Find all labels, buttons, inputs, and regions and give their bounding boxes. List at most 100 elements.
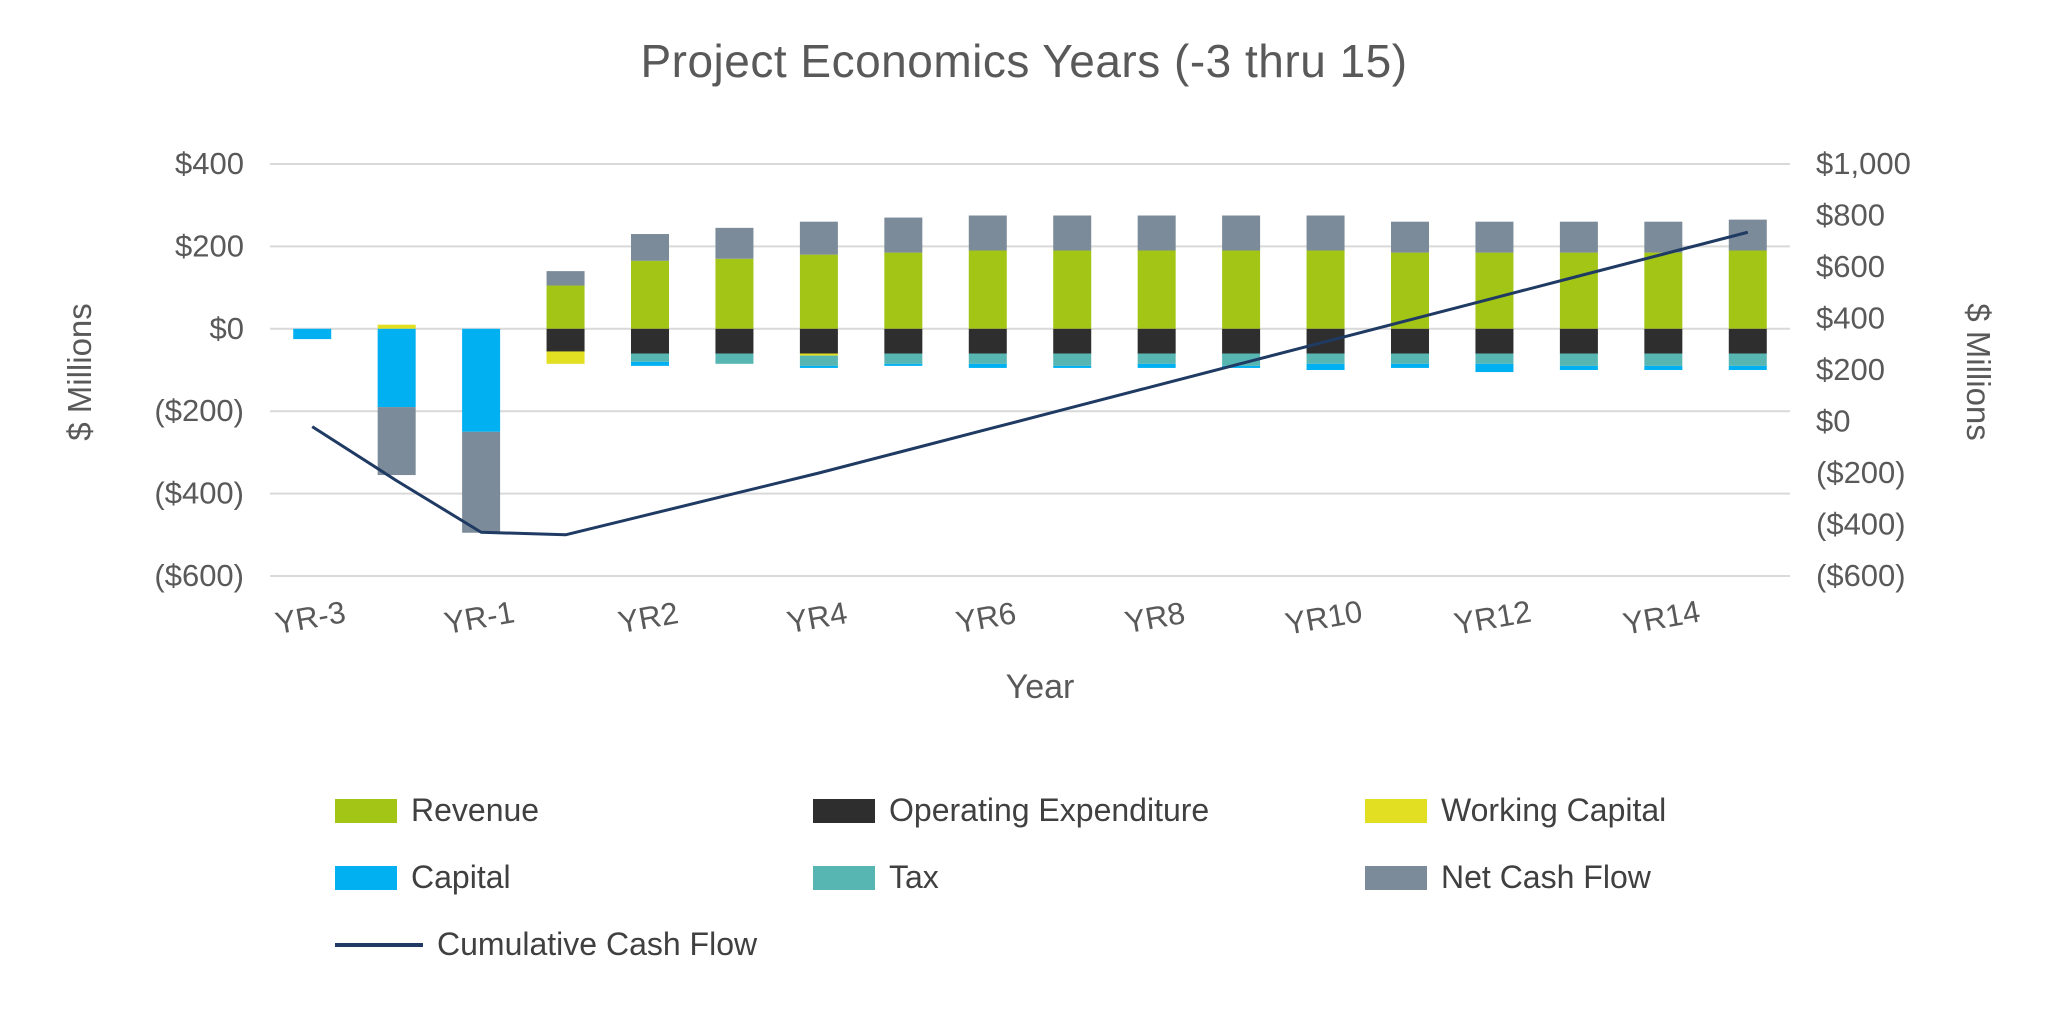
bars	[293, 215, 1767, 533]
bar-segment-capital	[799, 365, 838, 368]
legend-label: Operating Expenditure	[889, 792, 1210, 828]
bar-segment-operating-expenditure	[1137, 328, 1176, 354]
legend-color-swatch	[1365, 865, 1427, 890]
bar-segment-tax	[631, 353, 669, 362]
bar-segment-operating-expenditure	[1728, 328, 1767, 354]
bar-segment-revenue	[799, 254, 838, 329]
axis-tick-label: $400	[175, 146, 244, 181]
bar-segment-capital	[377, 328, 416, 408]
legend-item-tax: Tax	[813, 859, 1365, 896]
bar-segment-revenue	[1137, 250, 1176, 329]
bar-segment-net-cash-flow	[1559, 221, 1598, 253]
x-axis-ticks: YR-3 YR-1 YR2 YR4 YR6 YR8 YR10 YR12 YR14	[273, 594, 1703, 642]
bar-segment-net-cash-flow	[631, 234, 669, 261]
axis-tick-label: ($200)	[154, 393, 244, 428]
bar-segment-net-cash-flow	[546, 271, 585, 286]
bar-segment-capital	[462, 328, 501, 432]
legend-color-swatch	[1365, 798, 1427, 823]
legend-item-net-cash-flow: Net Cash Flow	[1365, 859, 1666, 896]
bar-segment-capital	[1306, 363, 1345, 370]
axis-tick-label: $0	[210, 311, 244, 346]
chart-plot: $400 $200 $0 ($200) ($400) ($600) $1,000 $800 $6…	[154, 146, 1910, 642]
bar-segment-capital	[1559, 365, 1598, 370]
axis-tick-label: ($600)	[154, 558, 244, 593]
bar-segment-net-cash-flow	[1306, 215, 1345, 251]
bar-segment-operating-expenditure	[1053, 328, 1092, 354]
legend-color-swatch	[813, 865, 875, 890]
x-tick-label: YR6	[953, 595, 1018, 640]
bar-segment-revenue	[631, 260, 669, 329]
bar-segment-net-cash-flow	[799, 221, 838, 255]
legend-label: Revenue	[411, 792, 540, 828]
bar-segment-operating-expenditure	[884, 328, 923, 354]
legend-label: Cumulative Cash Flow	[437, 926, 758, 962]
bar-segment-net-cash-flow	[715, 227, 754, 259]
right-axis-title: $ Millions	[1960, 303, 1997, 441]
bar-segment-revenue	[884, 252, 923, 329]
bar-segment-tax	[1053, 353, 1092, 366]
bar-segment-tax	[1306, 353, 1345, 364]
bar-segment-revenue	[1728, 250, 1767, 329]
bar-segment-net-cash-flow	[1053, 215, 1092, 251]
bar-segment-tax	[884, 353, 923, 364]
legend-color-swatch	[335, 865, 397, 890]
bar-segment-operating-expenditure	[799, 328, 838, 354]
x-tick-label: YR12	[1451, 594, 1533, 642]
cumulative-cash-flow-line	[311, 230, 1749, 537]
bar-segment-capital	[1137, 363, 1176, 368]
bar-segment-revenue	[1053, 250, 1092, 329]
bar-segment-tax	[799, 355, 838, 366]
bar-segment-operating-expenditure	[715, 328, 754, 354]
legend-color-swatch	[335, 798, 397, 823]
bar-segment-net-cash-flow	[1391, 221, 1429, 253]
gridlines	[270, 163, 1790, 577]
axis-tick-label: $200	[1816, 352, 1885, 387]
bar-segment-net-cash-flow	[884, 217, 923, 253]
bar-segment-tax	[1222, 353, 1261, 366]
bar-segment-operating-expenditure	[1644, 328, 1683, 354]
bar-segment-revenue	[1475, 252, 1514, 329]
legend-item-capital: Capital	[335, 859, 813, 896]
bar-segment-tax	[715, 353, 754, 364]
legend-line-swatch	[335, 942, 423, 947]
x-tick-label: YR8	[1122, 595, 1187, 640]
bar-segment-operating-expenditure	[968, 328, 1007, 354]
legend-item-revenue: Revenue	[335, 792, 813, 829]
legend-label: Working Capital	[1441, 792, 1667, 828]
left-axis-ticks: $400 $200 $0 ($200) ($400) ($600)	[154, 146, 244, 593]
bar-segment-tax	[1728, 353, 1767, 366]
bar-segment-capital	[1644, 365, 1683, 370]
axis-tick-label: ($400)	[154, 476, 244, 511]
axis-tick-label: ($600)	[1816, 558, 1906, 593]
bar-segment-working-capital	[799, 353, 838, 356]
axis-tick-label: $400	[1816, 301, 1885, 336]
bar-segment-net-cash-flow	[1475, 221, 1514, 253]
bar-segment-operating-expenditure	[631, 328, 669, 354]
legend-color-swatch	[813, 798, 875, 823]
legend-label: Tax	[889, 859, 939, 895]
axis-tick-label: ($200)	[1816, 455, 1906, 490]
x-tick-label: YR10	[1283, 594, 1365, 642]
bar-segment-capital	[293, 328, 332, 340]
bar-segment-capital	[1391, 363, 1429, 368]
x-tick-label: YR2	[615, 595, 680, 640]
bar-segment-operating-expenditure	[546, 328, 585, 352]
axis-tick-label: $0	[1816, 404, 1850, 439]
bar-segment-capital	[968, 363, 1007, 368]
bar-segment-capital	[631, 361, 669, 366]
bar-segment-tax	[1644, 353, 1683, 366]
bar-segment-tax	[1137, 353, 1176, 364]
bar-segment-operating-expenditure	[1391, 328, 1429, 354]
bar-segment-capital	[1475, 363, 1514, 373]
legend-item-cumulative-cash-flow: Cumulative Cash Flow	[335, 926, 813, 963]
x-tick-label: YR4	[784, 595, 849, 640]
x-tick-label: YR-3	[273, 594, 349, 641]
axis-tick-label: $200	[175, 228, 244, 263]
left-axis-title: $ Millions	[61, 303, 98, 441]
bar-segment-revenue	[546, 285, 585, 329]
bar-segment-net-cash-flow	[462, 431, 501, 533]
bar-segment-net-cash-flow	[968, 215, 1007, 251]
legend-item-working-capital: Working Capital	[1365, 792, 1666, 829]
bar-segment-capital	[884, 363, 923, 366]
bar-segment-capital	[1053, 365, 1092, 368]
